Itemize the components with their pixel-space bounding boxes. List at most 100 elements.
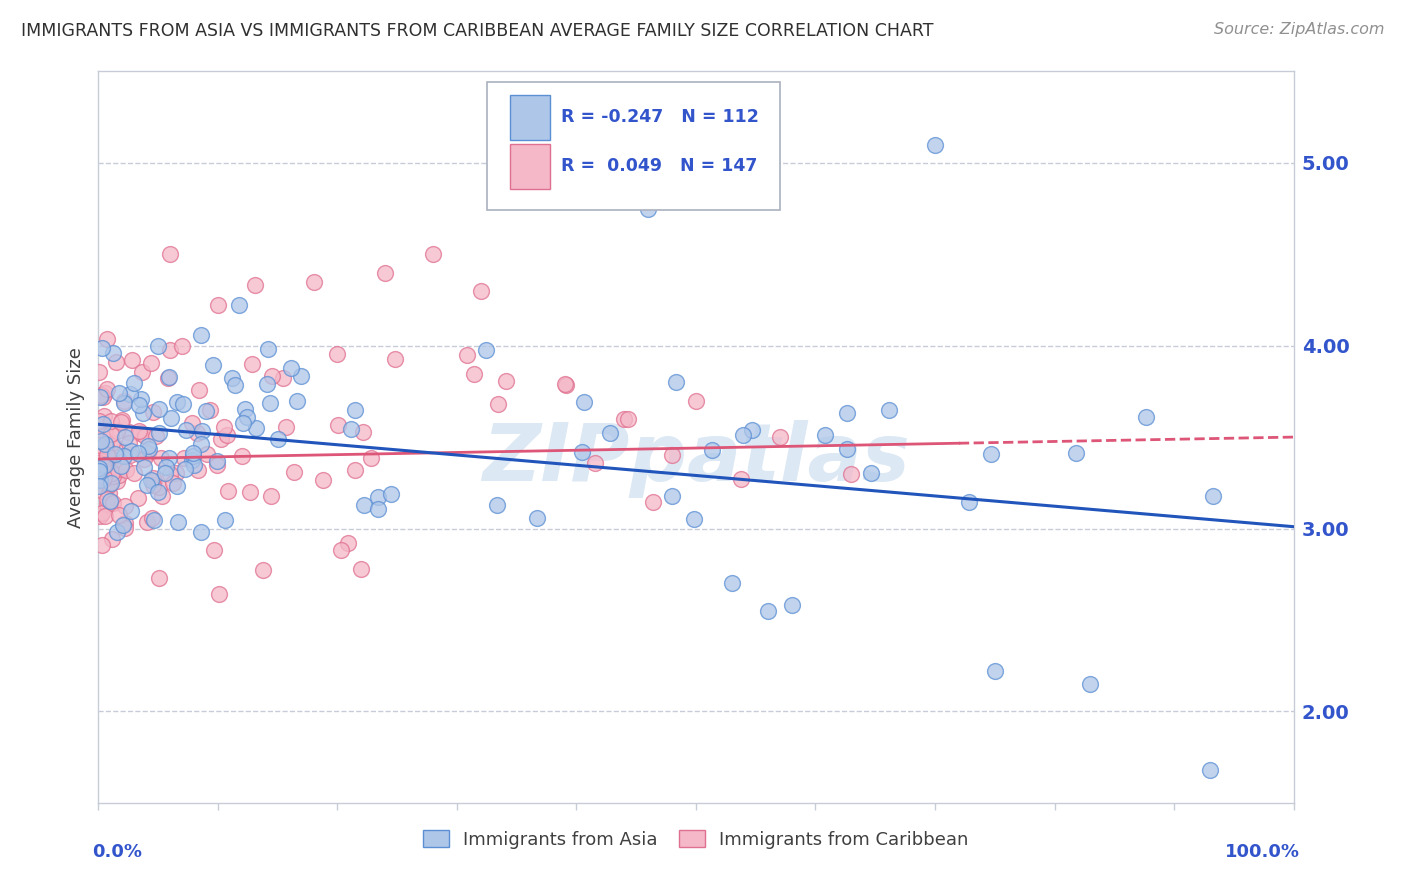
Point <box>260 489 283 503</box>
Point <box>243 277 266 292</box>
Point <box>135 515 157 529</box>
Point <box>91 483 114 498</box>
Point <box>91 341 114 355</box>
Point <box>187 384 209 398</box>
Point <box>214 420 236 434</box>
Point <box>924 137 946 152</box>
Point <box>380 486 402 500</box>
Point <box>150 451 173 466</box>
Point <box>352 425 374 439</box>
Point <box>731 428 754 442</box>
Point <box>205 454 228 468</box>
Point <box>91 390 114 404</box>
Point <box>105 525 128 540</box>
Point <box>260 369 283 384</box>
Point <box>555 378 578 392</box>
Point <box>89 508 111 523</box>
Point <box>599 425 621 440</box>
Point <box>159 343 181 358</box>
Point <box>141 511 163 525</box>
Point <box>104 355 127 369</box>
Point <box>242 358 264 372</box>
Point <box>166 478 188 492</box>
Point <box>93 458 115 473</box>
Point <box>89 414 111 428</box>
Point <box>132 406 155 420</box>
Point <box>157 450 180 465</box>
Point <box>526 511 548 525</box>
Point <box>128 398 150 412</box>
Point <box>145 429 167 443</box>
Point <box>118 435 141 450</box>
Point <box>153 466 176 480</box>
Point <box>571 444 593 458</box>
Point <box>173 451 195 466</box>
Point <box>194 404 217 418</box>
Point <box>245 421 267 435</box>
Point <box>170 339 193 353</box>
Point <box>91 417 114 432</box>
Point <box>90 448 112 462</box>
Point <box>367 502 389 516</box>
Point <box>181 446 204 460</box>
Point <box>94 460 117 475</box>
Point <box>685 393 707 408</box>
Legend: Immigrants from Asia, Immigrants from Caribbean: Immigrants from Asia, Immigrants from Ca… <box>416 822 976 856</box>
Point <box>741 423 763 437</box>
Point <box>207 587 229 601</box>
Point <box>136 478 159 492</box>
Point <box>207 458 229 472</box>
Point <box>97 478 120 492</box>
Point <box>1080 677 1102 691</box>
Point <box>108 385 131 400</box>
Point <box>613 412 636 426</box>
Point <box>90 434 112 448</box>
Point <box>129 426 152 441</box>
Point <box>374 265 396 279</box>
Point <box>641 495 664 509</box>
Point <box>700 442 723 457</box>
Point <box>120 504 142 518</box>
Point <box>146 484 169 499</box>
Point <box>150 489 173 503</box>
Point <box>87 461 110 475</box>
Point <box>326 347 349 361</box>
Point <box>90 429 112 443</box>
Point <box>236 410 259 425</box>
Point <box>93 442 115 456</box>
Point <box>134 460 156 475</box>
Point <box>122 466 145 480</box>
Text: R = -0.247   N = 112: R = -0.247 N = 112 <box>561 109 759 127</box>
Point <box>101 466 124 480</box>
Point <box>94 508 117 523</box>
Point <box>616 411 638 425</box>
Point <box>143 475 166 489</box>
Point <box>181 450 204 464</box>
Point <box>174 462 197 476</box>
Point <box>93 437 115 451</box>
Point <box>340 422 363 436</box>
Point <box>814 428 837 442</box>
Point <box>287 393 309 408</box>
Point <box>148 426 170 441</box>
Point <box>769 430 792 444</box>
Point <box>96 473 118 487</box>
Point <box>87 456 110 470</box>
Point <box>202 542 225 557</box>
Point <box>336 536 359 550</box>
Point <box>148 480 170 494</box>
Point <box>94 425 117 440</box>
Point <box>90 387 112 401</box>
Point <box>186 426 208 441</box>
Point <box>256 377 278 392</box>
FancyBboxPatch shape <box>486 82 780 211</box>
Point <box>166 395 188 409</box>
Point <box>138 442 160 457</box>
Point <box>136 446 159 460</box>
Point <box>143 513 166 527</box>
Point <box>344 402 367 417</box>
Point <box>131 365 153 379</box>
Point <box>572 394 595 409</box>
Point <box>683 512 706 526</box>
Point <box>98 450 121 464</box>
